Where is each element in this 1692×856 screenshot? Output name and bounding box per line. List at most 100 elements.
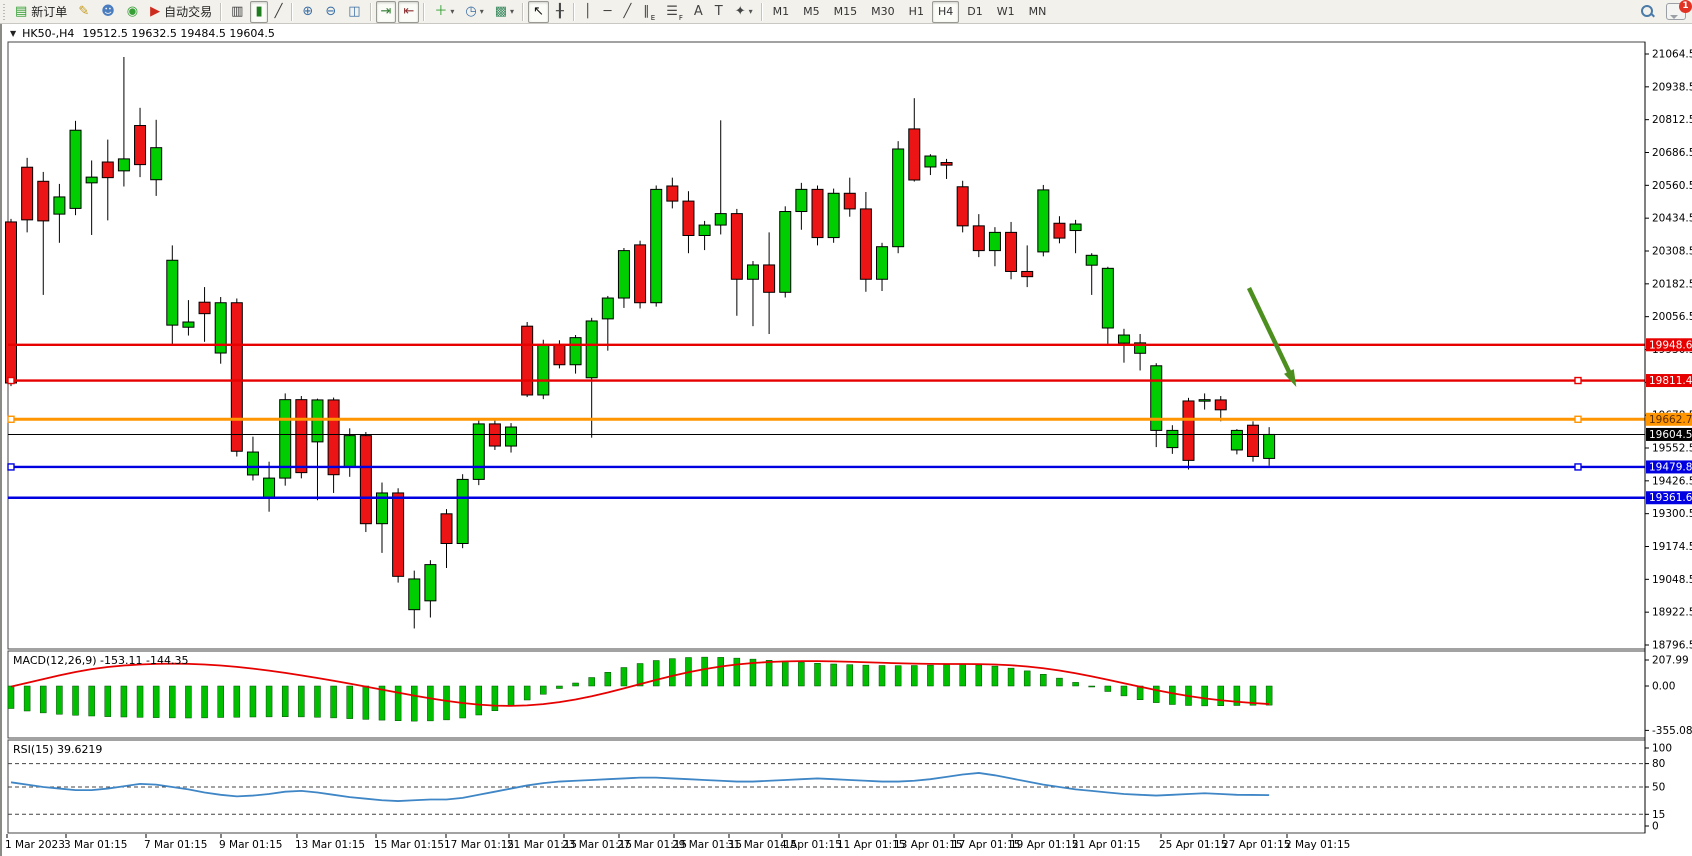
trendline-button[interactable]: ╱ xyxy=(618,1,636,23)
fibonacci-button[interactable]: ☰ F xyxy=(661,1,687,23)
text-button[interactable]: A xyxy=(689,1,708,23)
play-icon: ▶ xyxy=(150,4,161,19)
periods-button[interactable]: ◷ ▾ xyxy=(460,1,487,23)
svg-text:19811.4: 19811.4 xyxy=(1649,375,1692,387)
rsi-pane[interactable] xyxy=(7,739,1646,834)
price-tick-label: 19552.5 xyxy=(1652,443,1692,455)
chart-shift-button[interactable]: ⇤ xyxy=(398,0,420,23)
zoom-out-icon: ⊖ xyxy=(325,4,337,19)
time-axis[interactable]: 1 Mar 2023 3 Mar 01:15 7 Mar 01:15 9 Mar 01… xyxy=(5,834,1350,851)
time-tick-label: 13 Apr 01:15 xyxy=(894,839,962,851)
vertical-line-icon: │ xyxy=(583,4,592,19)
candles-layer xyxy=(5,56,1276,629)
svg-text:19948.6: 19948.6 xyxy=(1649,339,1692,351)
document-plus-icon: ▤ xyxy=(15,4,28,19)
line-handle[interactable] xyxy=(1574,415,1582,423)
svg-text:19361.6: 19361.6 xyxy=(1649,492,1692,504)
chart-window: ▼ HK50-,H4 19512.5 19632.5 19484.5 19604… xyxy=(0,24,1692,856)
timeframe-mn-button[interactable]: MN xyxy=(1028,5,1047,18)
collapse-icon[interactable]: ▼ xyxy=(10,28,17,38)
notification-badge: 1 xyxy=(1679,0,1692,13)
label-button[interactable]: T xyxy=(710,1,728,23)
dropdown-arrow-icon: ▾ xyxy=(510,7,515,16)
arrow-object[interactable] xyxy=(1246,287,1297,388)
price-axis[interactable]: 21064.5 20938.5 20812.5 20686.5 20560.5 20434… xyxy=(1644,42,1692,833)
line-handle[interactable] xyxy=(1574,376,1582,385)
indicators-button[interactable]: ＋ ▾ xyxy=(429,1,458,23)
equidistant-channel-icon: ∥ xyxy=(643,4,650,19)
text-label-icon: T xyxy=(714,4,723,19)
time-tick-label: 31 Mar 01:15 xyxy=(727,839,797,851)
price-tick-label: 19048.5 xyxy=(1652,574,1692,586)
autoscroll-button[interactable]: ⇥ xyxy=(375,0,397,23)
macd-pane[interactable] xyxy=(7,650,1646,739)
line-handle[interactable] xyxy=(7,415,15,423)
price-tick-label: 20560.5 xyxy=(1652,180,1692,192)
price-tick-label: 19426.5 xyxy=(1652,475,1692,487)
search-icon[interactable] xyxy=(1640,4,1656,20)
timeframe-h4-button[interactable]: H4 xyxy=(931,0,960,23)
trendline-icon: ╱ xyxy=(623,4,632,19)
line-handle[interactable] xyxy=(1574,463,1582,471)
tile-windows-button[interactable]: ◫ xyxy=(343,1,365,23)
timeframe-w1-button[interactable]: W1 xyxy=(996,5,1015,18)
horizontal-line-button[interactable]: ─ xyxy=(599,1,617,23)
rsi-axis-label: 100 xyxy=(1652,743,1672,755)
chart-canvas[interactable]: 21064.5 20938.5 20812.5 20686.5 20560.5 20434… xyxy=(2,41,1692,856)
price-tick-label: 20182.5 xyxy=(1652,278,1692,290)
price-tick-label: 19300.5 xyxy=(1652,508,1692,520)
crosshair-button[interactable]: ╂ xyxy=(551,1,569,23)
chart-shift-icon: ⇤ xyxy=(403,4,415,19)
bar-chart-button[interactable]: ▥ xyxy=(226,1,248,23)
timeframe-m5-button[interactable]: M5 xyxy=(803,5,820,18)
zoom-in-button[interactable]: ⊕ xyxy=(297,1,318,23)
equidistant-channel-icon-sub: E xyxy=(650,13,656,22)
price-tick-label: 21064.5 xyxy=(1652,49,1692,61)
new-order-button[interactable]: ▤ 新订单 xyxy=(10,1,71,23)
chart-symbol-period: HK50-,H4 xyxy=(22,26,75,40)
hline-price-tag: 19948.6 xyxy=(1646,338,1692,352)
time-tick-label: 27 Mar 01:15 xyxy=(617,839,687,851)
macd-axis-label: -355.08 xyxy=(1652,725,1692,737)
candle-chart-button[interactable]: ▮ xyxy=(250,0,268,23)
paint-icon: ✎ xyxy=(78,4,90,19)
line-handle[interactable] xyxy=(7,376,15,385)
fibonacci-icon-sub: F xyxy=(678,13,683,22)
zoom-out-button[interactable]: ⊖ xyxy=(320,1,341,23)
community-button[interactable]: ☻ xyxy=(96,1,120,23)
price-tick-label: 19174.5 xyxy=(1652,541,1692,553)
dropdown-arrow-icon: ▾ xyxy=(450,7,455,16)
timeframe-m1-button[interactable]: M1 xyxy=(772,5,790,18)
dropdown-arrow-icon: ▾ xyxy=(748,7,753,16)
autoscroll-icon: ⇥ xyxy=(380,4,392,19)
rsi-indicator: RSI(15) 39.6219 100 80 50 150 xyxy=(8,743,1672,833)
price-tick-label: 18922.5 xyxy=(1652,607,1692,619)
rsi-line xyxy=(10,772,1270,802)
macd-label: MACD(12,26,9) -153.11 -144.35 xyxy=(13,654,188,667)
cursor-arrow-icon: ↖ xyxy=(533,4,544,19)
timeframe-h1-button[interactable]: H1 xyxy=(908,5,924,18)
time-tick-label: 27 Apr 01:15 xyxy=(1222,839,1290,851)
line-handle[interactable] xyxy=(7,463,15,471)
signals-button[interactable]: ◉ xyxy=(122,1,143,23)
shapes-button[interactable]: ✦ ▾ xyxy=(730,1,757,23)
templates-button[interactable]: ▩ ▾ xyxy=(490,1,518,23)
channel-button[interactable]: ∥ E xyxy=(638,1,659,23)
line-chart-icon: ╱ xyxy=(274,4,283,19)
hline-price-tag: 19479.8 xyxy=(1646,460,1692,474)
rsi-axis-label: 80 xyxy=(1652,758,1665,770)
vertical-line-button[interactable]: │ xyxy=(579,1,597,23)
timeframe-m15-button[interactable]: M15 xyxy=(833,5,858,18)
signal-icon: ◉ xyxy=(126,4,139,19)
svg-text:19479.8: 19479.8 xyxy=(1649,461,1692,473)
autotrade-button[interactable]: ▶ 自动交易 xyxy=(145,1,216,23)
cursor-button[interactable]: ↖ xyxy=(528,0,549,23)
text-icon: A xyxy=(693,4,703,19)
notifications-icon[interactable]: 1 xyxy=(1666,0,1692,20)
timeframe-m30-button[interactable]: M30 xyxy=(871,5,895,18)
rsi-axis-label: 50 xyxy=(1652,782,1665,794)
current-price-tag: 19604.5 xyxy=(1646,427,1692,441)
timeframe-d1-button[interactable]: D1 xyxy=(967,5,983,18)
styler-button[interactable]: ✎ xyxy=(73,1,94,23)
line-chart-button[interactable]: ╱ xyxy=(270,1,288,23)
